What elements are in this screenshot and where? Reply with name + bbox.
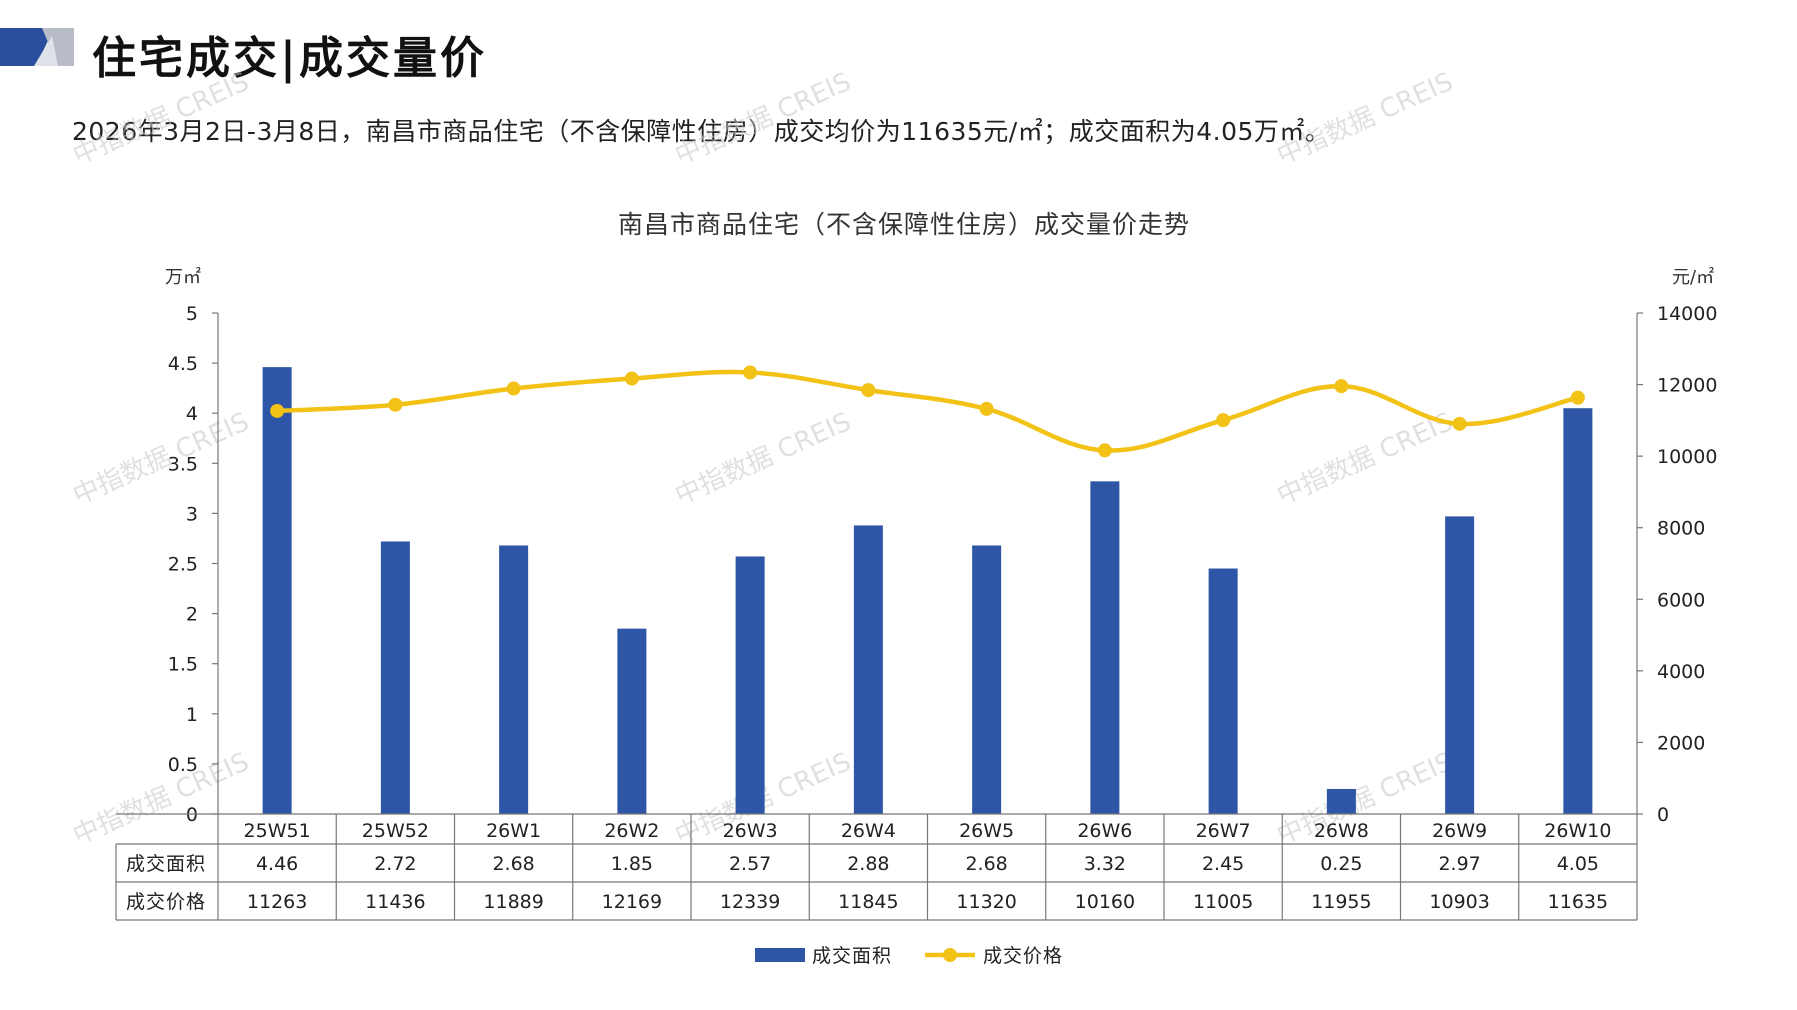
data-label: 10160 [1075, 891, 1135, 913]
y-right-tick-label: 0 [1657, 804, 1669, 826]
y-left-tick-label: 2 [186, 604, 198, 626]
price-point-25W52 [388, 397, 403, 412]
data-label: 2.68 [965, 853, 1007, 875]
y-left-tick-label: 2.5 [168, 554, 198, 576]
price-point-26W7 [1216, 413, 1231, 428]
price-point-26W2 [624, 371, 639, 386]
x-tick-label: 26W7 [1196, 820, 1251, 842]
bar-26W1 [499, 545, 529, 814]
y-right-tick-label: 2000 [1657, 732, 1705, 754]
data-label: 11263 [247, 891, 307, 913]
data-label: 2.68 [492, 853, 534, 875]
x-tick-label: 26W4 [841, 820, 896, 842]
bar-26W8 [1326, 788, 1356, 814]
data-label: 11005 [1193, 891, 1253, 913]
y-right-tick-label: 12000 [1657, 375, 1717, 397]
y-left-tick-label: 3.5 [168, 453, 198, 475]
y-right-tick-label: 4000 [1657, 661, 1705, 683]
x-tick-label: 26W8 [1314, 820, 1369, 842]
watermark-text: 中指数据 CREIS [69, 747, 254, 851]
data-label: 10903 [1429, 891, 1489, 913]
price-point-25W51 [270, 403, 285, 418]
bar-26W7 [1208, 568, 1238, 814]
data-label: 1.85 [611, 853, 653, 875]
x-tick-label: 26W6 [1077, 820, 1132, 842]
bar-26W2 [617, 628, 647, 814]
x-tick-label: 26W9 [1432, 820, 1487, 842]
data-label: 3.32 [1084, 853, 1126, 875]
x-tick-label: 25W52 [362, 820, 429, 842]
y-right-tick-label: 8000 [1657, 518, 1705, 540]
x-tick-label: 26W10 [1544, 820, 1611, 842]
data-label: 11320 [956, 891, 1016, 913]
data-label: 2.57 [729, 853, 771, 875]
legend-line-label: 成交价格 [983, 945, 1063, 967]
y-left-tick-label: 1.5 [168, 654, 198, 676]
data-label: 2.97 [1438, 853, 1480, 875]
data-label: 2.88 [847, 853, 889, 875]
bar-25W51 [262, 367, 292, 814]
data-label: 11889 [483, 891, 543, 913]
y-right-axis-label: 元/㎡ [1672, 266, 1714, 288]
data-label: 11845 [838, 891, 898, 913]
x-tick-label: 25W51 [244, 820, 311, 842]
watermark-text: 中指数据 CREIS [69, 407, 254, 511]
legend-bar-swatch [755, 948, 805, 962]
watermark-text: 中指数据 CREIS [671, 67, 856, 171]
data-label: 2.72 [374, 853, 416, 875]
price-point-26W10 [1570, 390, 1585, 405]
watermark-text: 中指数据 CREIS [671, 407, 856, 511]
y-left-tick-label: 3 [186, 503, 198, 525]
y-right-tick-label: 6000 [1657, 589, 1705, 611]
bar-26W4 [853, 525, 883, 814]
legend-line-marker [943, 948, 957, 962]
price-point-26W4 [861, 383, 876, 398]
x-tick-label: 26W5 [959, 820, 1014, 842]
data-label: 12169 [602, 891, 662, 913]
bar-25W52 [380, 541, 410, 814]
y-left-tick-label: 5 [186, 303, 198, 325]
bar-26W3 [735, 556, 765, 814]
watermark-text: 中指数据 CREIS [69, 67, 254, 171]
price-point-26W6 [1097, 443, 1112, 458]
bar-26W9 [1445, 516, 1475, 814]
price-point-26W3 [743, 365, 758, 380]
data-label: 11436 [365, 891, 425, 913]
x-tick-label: 26W1 [486, 820, 541, 842]
data-label: 12339 [720, 891, 780, 913]
data-label: 2.45 [1202, 853, 1244, 875]
y-left-tick-label: 0.5 [168, 754, 198, 776]
page-title: 住宅成交|成交量价 [92, 33, 488, 84]
bar-26W10 [1563, 408, 1593, 814]
table-row-header: 成交面积 [126, 853, 206, 875]
brand-logo-icon [0, 28, 74, 66]
data-label: 4.46 [256, 853, 298, 875]
data-label: 11955 [1311, 891, 1371, 913]
y-left-tick-label: 1 [186, 704, 198, 726]
bar-26W5 [972, 545, 1002, 814]
data-label: 0.25 [1320, 853, 1362, 875]
price-point-26W5 [979, 401, 994, 416]
y-left-axis-label: 万㎡ [165, 266, 201, 288]
watermark-text: 中指数据 CREIS [1273, 407, 1458, 511]
price-point-26W8 [1334, 379, 1349, 394]
data-label: 11635 [1548, 891, 1608, 913]
summary-text: 2026年3月2日-3月8日，南昌市商品住宅（不含保障性住房）成交均价为1163… [72, 117, 1331, 146]
price-point-26W1 [506, 381, 521, 396]
chart-title: 南昌市商品住宅（不含保障性住房）成交量价走势 [618, 210, 1190, 239]
y-left-tick-label: 0 [186, 804, 198, 826]
bar-26W6 [1090, 481, 1120, 814]
y-right-tick-label: 14000 [1657, 303, 1717, 325]
legend-bar-label: 成交面积 [812, 945, 892, 967]
x-tick-label: 26W2 [604, 820, 659, 842]
y-right-tick-label: 10000 [1657, 446, 1717, 468]
price-point-26W9 [1452, 416, 1467, 431]
table-row-header: 成交价格 [126, 891, 206, 913]
y-left-tick-label: 4 [186, 403, 198, 425]
watermark-text: 中指数据 CREIS [1273, 67, 1458, 171]
data-label: 4.05 [1557, 853, 1599, 875]
y-left-tick-label: 4.5 [168, 353, 198, 375]
x-tick-label: 26W3 [723, 820, 778, 842]
